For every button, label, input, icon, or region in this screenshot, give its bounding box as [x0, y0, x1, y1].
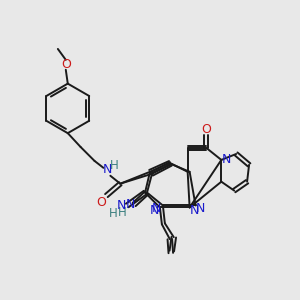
- Text: N: N: [222, 153, 231, 167]
- Text: H: H: [109, 207, 118, 220]
- Text: N: N: [103, 163, 112, 176]
- Text: H: H: [118, 206, 127, 219]
- Text: O: O: [61, 58, 71, 71]
- Text: N: N: [149, 204, 159, 217]
- Text: O: O: [97, 196, 106, 209]
- Text: N: N: [117, 199, 126, 212]
- Text: N: N: [196, 202, 205, 215]
- Text: H: H: [110, 159, 119, 172]
- Text: N: N: [152, 202, 162, 215]
- Text: N: N: [190, 204, 199, 217]
- Text: N: N: [125, 198, 135, 211]
- Text: O: O: [202, 123, 212, 136]
